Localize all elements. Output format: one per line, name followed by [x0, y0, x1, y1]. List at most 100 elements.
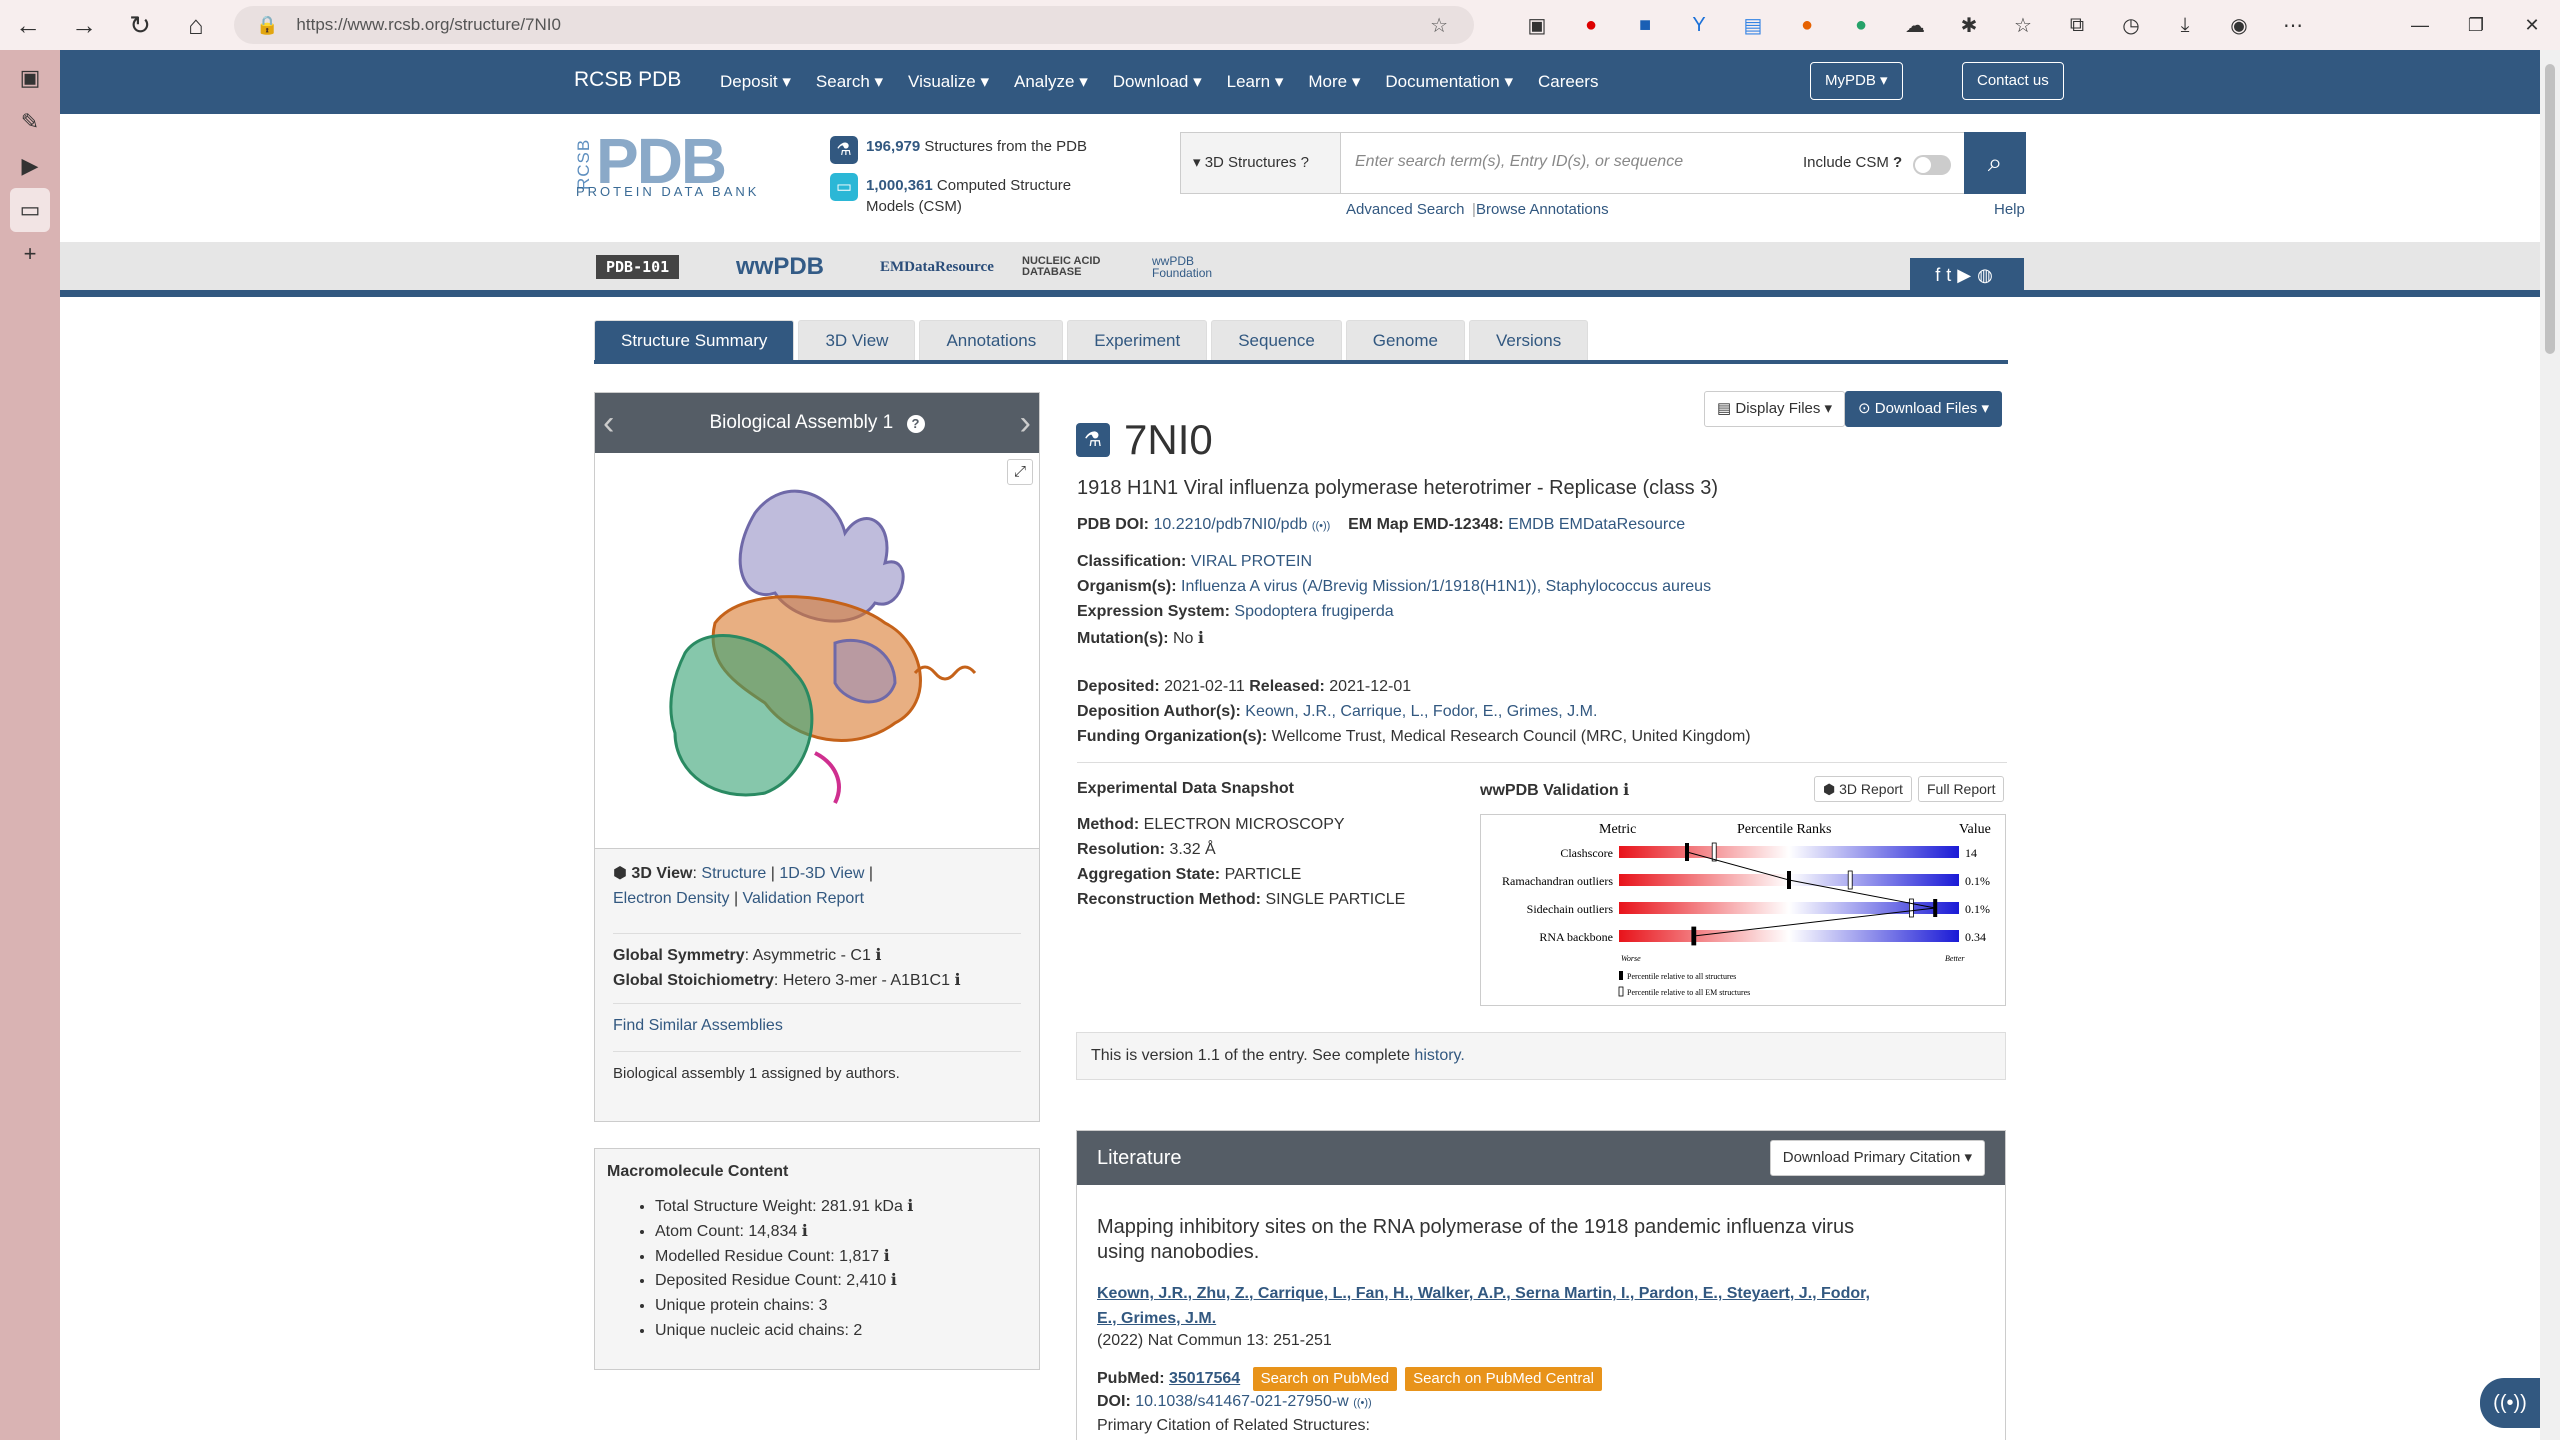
full-report-button[interactable]: Full Report	[1918, 776, 2005, 802]
extension-icon[interactable]: ■	[1638, 13, 1652, 36]
browse-annotations-text[interactable]: Browse Annotations	[1476, 201, 1609, 218]
extension-icon[interactable]: ●	[1854, 13, 1868, 36]
nav-item-learn[interactable]: Learn ▾	[1226, 72, 1284, 91]
home-icon[interactable]: ⌂	[188, 9, 204, 40]
nav-item-careers[interactable]: Careers	[1538, 72, 1599, 91]
em-map-link[interactable]: EMDB EMDataResource	[1508, 516, 1686, 533]
help-icon[interactable]: ?	[1300, 154, 1309, 171]
1d-3d-view-link[interactable]: 1D-3D View	[779, 865, 865, 882]
pubmed-link[interactable]: 35017564	[1169, 1370, 1241, 1387]
back-icon[interactable]: ←	[15, 9, 41, 40]
social-links[interactable]: ft▶◍	[1910, 258, 2024, 292]
restore-icon[interactable]: ❐	[2467, 14, 2485, 35]
validation-slider-graphic[interactable]: Metric Percentile Ranks Value Clashscore…	[1480, 814, 2006, 1006]
contact-button[interactable]: Contact us	[1962, 62, 2064, 100]
info-icon[interactable]: ℹ	[875, 947, 882, 964]
rcsb-pdb-logo[interactable]: RCSB PDB PROTEIN DATA BANK	[574, 125, 810, 199]
csm-count[interactable]: 1,000,361	[866, 177, 933, 194]
info-icon[interactable]: ℹ	[907, 1198, 914, 1215]
facebook-icon[interactable]: f	[1935, 265, 1947, 285]
help-icon[interactable]: ?	[1893, 154, 1903, 171]
extension-icon[interactable]: ▤	[1743, 14, 1763, 37]
info-icon[interactable]: ℹ	[1623, 782, 1630, 799]
address-bar[interactable]: 🔒 https://www.rcsb.org/structure/7NI0 ☆	[234, 6, 1474, 44]
classification-link[interactable]: VIRAL PROTEIN	[1190, 553, 1313, 570]
minimize-icon[interactable]: —	[2411, 14, 2429, 35]
validation-report-link[interactable]: Validation Report	[742, 890, 865, 907]
info-icon[interactable]: ℹ	[883, 1247, 890, 1265]
tab-versions[interactable]: Versions	[1469, 320, 1589, 362]
search-pubmed-button[interactable]: Search on PubMed	[1252, 1367, 1398, 1391]
github-icon[interactable]: ◍	[1977, 265, 1999, 285]
paper-doi-link[interactable]: 10.1038/s41467-021-27950-w	[1135, 1393, 1349, 1410]
extension-icon[interactable]: Y	[1692, 13, 1706, 36]
history-link[interactable]: history.	[1414, 1047, 1465, 1064]
broadcast-button[interactable]: ((•))	[2480, 1378, 2540, 1428]
history-icon[interactable]: ◷	[2122, 14, 2140, 37]
more-icon[interactable]: ⋯	[2283, 14, 2303, 37]
nav-item-search[interactable]: Search ▾	[815, 72, 884, 91]
add-icon[interactable]: +	[23, 241, 37, 266]
sidebar-app-icon[interactable]: ▶	[21, 153, 39, 178]
advanced-search-link[interactable]: Advanced Search	[1346, 201, 1464, 218]
favorites-icon[interactable]: ☆	[2014, 14, 2032, 37]
info-icon[interactable]: ℹ	[801, 1222, 808, 1240]
info-icon[interactable]: ℹ	[954, 972, 961, 989]
find-similar-assemblies-link[interactable]: Find Similar Assemblies	[613, 1017, 783, 1034]
close-icon[interactable]: ✕	[2524, 14, 2540, 35]
expand-icon[interactable]: ⤢	[1007, 459, 1033, 485]
puzzle-icon[interactable]: ✱	[1960, 14, 1978, 37]
electron-density-link[interactable]: Electron Density	[613, 890, 730, 907]
scrollbar-thumb[interactable]	[2545, 64, 2555, 354]
download-citation-button[interactable]: Download Primary Citation ▾	[1769, 1140, 1985, 1176]
organism-link[interactable]: Influenza A virus (A/Brevig Mission/1/19…	[1181, 578, 1712, 595]
tab-structure-summary[interactable]: Structure Summary	[594, 320, 795, 362]
structure-image[interactable]: ⤢	[595, 453, 1039, 849]
nav-item-more[interactable]: More ▾	[1308, 72, 1361, 91]
sidebar-app-icon[interactable]: ✎	[20, 109, 40, 134]
extension-icon[interactable]: ▣	[1527, 14, 1547, 37]
avatar[interactable]: ◉	[2230, 14, 2248, 37]
nav-item-analyze[interactable]: Analyze ▾	[1014, 72, 1088, 91]
nav-item-deposit[interactable]: Deposit ▾	[720, 72, 791, 91]
opera-icon[interactable]: ●	[1584, 13, 1598, 36]
extension-icon[interactable]: ☁	[1905, 14, 1925, 37]
sidebar-tab-icon[interactable]: ▭	[10, 188, 50, 232]
3d-report-button[interactable]: ⬢ 3D Report	[1814, 776, 1912, 802]
tab-annotations[interactable]: Annotations	[919, 320, 1064, 362]
authors-line2[interactable]: E., Grimes, J.M.	[1097, 1310, 1217, 1327]
search-input[interactable]: Enter search term(s), Entry ID(s), or se…	[1355, 153, 1684, 170]
tab-experiment[interactable]: Experiment	[1067, 320, 1208, 362]
doi-link[interactable]: 10.2210/pdb7NI0/pdb	[1153, 516, 1308, 533]
info-icon[interactable]: ℹ	[890, 1272, 897, 1290]
collections-icon[interactable]: ⧉	[2069, 13, 2085, 36]
search-scope-dropdown[interactable]: ▾ 3D Structures ?	[1181, 133, 1341, 193]
nav-item-documentation[interactable]: Documentation ▾	[1385, 72, 1513, 91]
tab-genome[interactable]: Genome	[1345, 320, 1465, 362]
wwpdb-logo[interactable]: wwPDB	[736, 253, 825, 280]
emdataresource-logo[interactable]: EMDataResource	[880, 258, 994, 275]
help-icon[interactable]: ?	[906, 415, 925, 433]
advanced-search-text[interactable]: Advanced Search	[1346, 201, 1465, 218]
scrollbar[interactable]	[2540, 50, 2560, 1440]
tab-actions-icon[interactable]: ▣	[19, 65, 41, 90]
structures-count[interactable]: 196,979	[866, 138, 921, 155]
pdb101-logo[interactable]: PDB-101	[596, 255, 680, 279]
forward-icon[interactable]: →	[71, 9, 97, 40]
mypdb-button[interactable]: MyPDB ▾	[1810, 62, 1903, 100]
url-text[interactable]: https://www.rcsb.org/structure/7NI0	[296, 15, 561, 34]
download-icon[interactable]: ⤓	[2180, 13, 2190, 36]
favorite-icon[interactable]: ☆	[1430, 14, 1448, 37]
next-assembly-icon[interactable]: ›	[1019, 404, 1031, 442]
authors-link[interactable]: Keown, J.R., Carrique, L., Fodor, E., Gr…	[1245, 703, 1598, 720]
tab-3d-view[interactable]: 3D View	[798, 320, 916, 362]
wwpdb-foundation-logo[interactable]: wwPDB Foundation	[1152, 254, 1213, 280]
browse-annotations-link[interactable]: Browse Annotations	[1476, 201, 1609, 218]
help-link[interactable]: Help	[1994, 201, 2025, 218]
nav-item-visualize[interactable]: Visualize ▾	[908, 72, 990, 91]
reload-icon[interactable]: ↻	[129, 9, 151, 40]
help-text[interactable]: Help	[1994, 201, 2025, 218]
tab-sequence[interactable]: Sequence	[1211, 320, 1342, 362]
structure-link[interactable]: Structure	[701, 865, 767, 882]
display-files-button[interactable]: ▤ Display Files ▾	[1704, 391, 1846, 427]
